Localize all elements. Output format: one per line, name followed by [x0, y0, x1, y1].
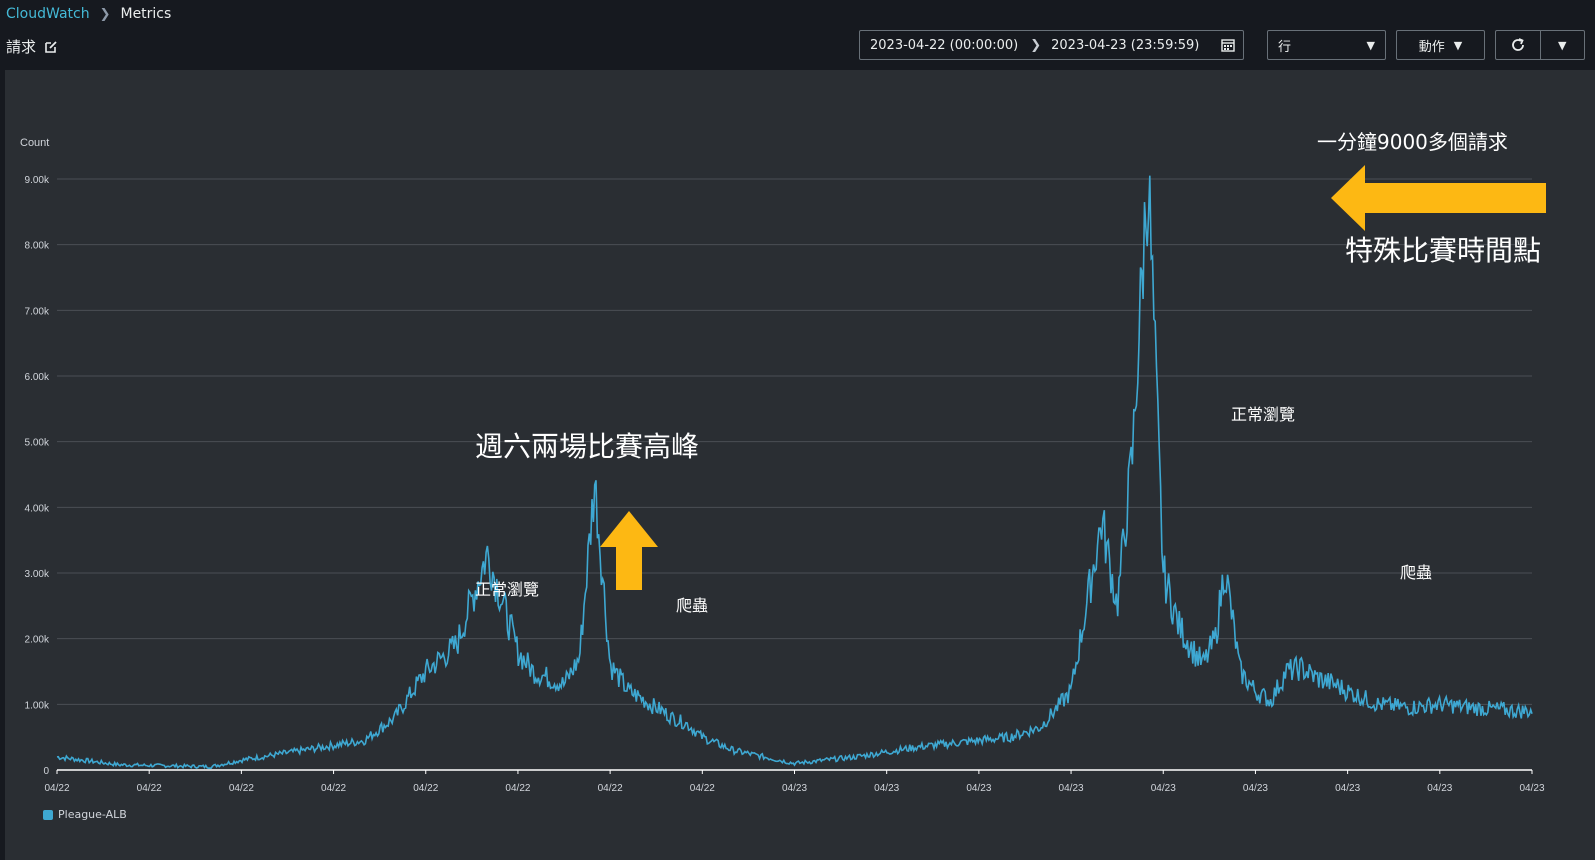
y-tick-label: 2.00k	[25, 635, 50, 646]
y-tick-label: 8.00k	[25, 241, 50, 252]
edit-icon[interactable]	[44, 40, 58, 54]
annotation-special-game: 特殊比賽時間點	[1345, 234, 1541, 267]
y-tick-label: 6.00k	[25, 372, 50, 383]
caret-down-icon: ▼	[1366, 39, 1375, 52]
x-tick-label: 04/23	[1243, 783, 1268, 794]
annotation-crawler-1: 爬蟲	[676, 596, 708, 615]
legend-swatch	[43, 809, 53, 820]
x-tick-label: 04/23	[874, 783, 899, 794]
y-tick-label: 7.00k	[25, 306, 50, 317]
breadcrumb-cloudwatch-link[interactable]: CloudWatch	[6, 6, 90, 22]
x-tick-label: 04/22	[413, 783, 438, 794]
y-tick-label: 9.00k	[25, 175, 50, 186]
annotation-peak-requests: 一分鐘9000多個請求	[1317, 130, 1508, 154]
actions-button[interactable]: 動作 ▼	[1396, 30, 1485, 60]
x-axis-ticks: 04/22 04/22 04/22 04/22 04/22 04/22 04/22 04/22…	[44, 770, 1545, 794]
y-tick-label: 1.00k	[25, 700, 50, 711]
chevron-right-icon: ❯	[99, 6, 111, 22]
refresh-icon	[1511, 38, 1524, 51]
chevron-right-icon: ❯	[1030, 37, 1042, 53]
chart-panel	[5, 70, 1595, 860]
range-start: 2023-04-22 (00:00:00)	[870, 37, 1019, 53]
legend-label: Pleague-ALB	[58, 808, 127, 821]
chart-grid	[57, 178, 1532, 771]
x-tick-label: 04/22	[505, 783, 530, 794]
y-tick-label: 0	[43, 766, 49, 777]
annotation-up-arrow-icon	[600, 511, 658, 590]
x-tick-label: 04/23	[1427, 783, 1452, 794]
y-axis-label: Count	[20, 137, 49, 149]
actions-label: 動作	[1418, 39, 1445, 55]
y-tick-label: 4.00k	[25, 503, 50, 514]
x-tick-label: 04/22	[598, 783, 623, 794]
graph-type-select[interactable]: 行 ▼	[1267, 30, 1386, 60]
x-tick-label: 04/22	[229, 783, 254, 794]
caret-down-icon: ▼	[1453, 38, 1463, 52]
x-tick-label: 04/23	[966, 783, 991, 794]
y-tick-label: 5.00k	[25, 438, 50, 449]
x-tick-label: 04/22	[44, 783, 69, 794]
series-line-pleague-alb[interactable]	[56, 175, 1533, 770]
x-tick-label: 04/22	[690, 783, 715, 794]
annotation-saturday-peak: 週六兩場比賽高峰	[475, 430, 699, 463]
x-tick-label: 04/23	[1151, 783, 1176, 794]
annotations: 週六兩場比賽高峰 正常瀏覽 爬蟲 正常瀏覽 爬蟲 一分鐘9000多個請求 特殊比…	[475, 130, 1546, 615]
y-axis-ticks: 0 1.00k 2.00k 3.00k 4.00k 5.00k 6.00k 7.00k 8.00…	[25, 175, 50, 777]
time-range-picker[interactable]: 2023-04-22 (00:00:00) ❯ 2023-04-23 (23:5…	[859, 30, 1244, 60]
refresh-options-dropdown[interactable]: ▼	[1541, 31, 1585, 59]
chart-legend[interactable]: Pleague-ALB	[43, 808, 127, 821]
x-tick-label: 04/23	[1335, 783, 1360, 794]
refresh-button[interactable]	[1496, 31, 1541, 59]
y-tick-label: 3.00k	[25, 569, 50, 580]
calendar-icon[interactable]	[1221, 38, 1235, 52]
x-tick-label: 04/23	[1519, 783, 1544, 794]
x-tick-label: 04/23	[1059, 783, 1084, 794]
breadcrumb: CloudWatch ❯ Metrics	[6, 5, 171, 23]
caret-down-icon: ▼	[1558, 38, 1567, 52]
requests-line-chart: Count 0 1.00k 2.00k 3.00k 4.00k 5.00k 6.00k 7.0…	[20, 130, 1546, 794]
page-title-text: 請求	[6, 38, 37, 56]
graph-type-value: 行	[1278, 39, 1292, 55]
refresh-button-group: ▼	[1495, 30, 1585, 60]
header-row: 請求 2023-04-22 (00:00:00) ❯ 2023-04-23 (2…	[0, 28, 1595, 64]
page-title: 請求	[6, 36, 58, 57]
annotation-normal-browsing-2: 正常瀏覽	[1231, 405, 1295, 424]
x-tick-label: 04/22	[321, 783, 346, 794]
breadcrumb-current: Metrics	[120, 6, 172, 22]
annotation-crawler-2: 爬蟲	[1400, 563, 1432, 582]
annotation-left-arrow-icon	[1331, 165, 1546, 231]
x-tick-label: 04/22	[137, 783, 162, 794]
range-end: 2023-04-23 (23:59:59)	[1051, 37, 1200, 53]
annotation-normal-browsing-1: 正常瀏覽	[475, 580, 539, 599]
x-tick-label: 04/23	[782, 783, 807, 794]
